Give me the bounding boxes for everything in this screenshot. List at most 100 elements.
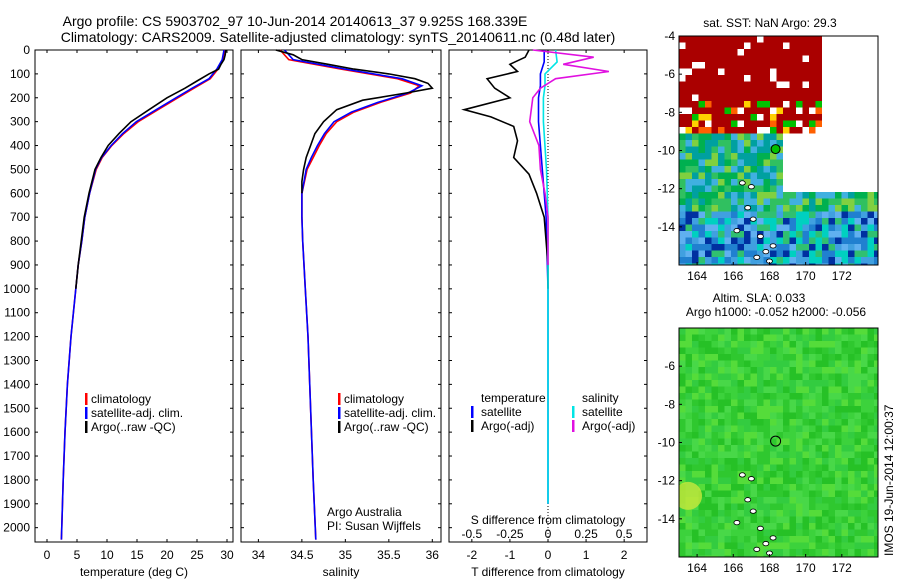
map-cell — [789, 185, 797, 193]
map-cell — [744, 107, 751, 115]
map-cell — [744, 166, 751, 173]
map-cell — [796, 341, 803, 348]
map-cell — [789, 237, 797, 245]
map-cell — [776, 516, 784, 524]
map-cell — [750, 211, 758, 219]
map-cell — [822, 101, 829, 108]
map-cell — [796, 503, 803, 511]
map-cell — [776, 328, 784, 335]
map-cell — [874, 36, 878, 43]
map-cell — [796, 179, 803, 186]
map-cell — [724, 458, 732, 465]
map-cell — [711, 555, 719, 557]
map-cell — [802, 224, 810, 232]
map-cell — [685, 393, 693, 400]
map-cell — [744, 510, 751, 517]
map-cell — [796, 237, 803, 245]
map-cell — [763, 172, 771, 180]
map-cell — [828, 490, 836, 498]
map-cell — [724, 120, 732, 128]
island-shape — [744, 205, 752, 211]
map-cell — [750, 127, 758, 134]
map-cell — [724, 55, 732, 63]
map-cell — [705, 120, 712, 128]
map-cell — [783, 159, 790, 167]
s-tick-label: -0.25 — [496, 527, 524, 541]
map-cell — [685, 192, 693, 199]
map-cell — [770, 542, 777, 550]
map-cell — [731, 360, 738, 368]
map-cell — [705, 114, 712, 121]
map-cell — [744, 153, 751, 160]
map-cell — [874, 536, 878, 543]
map-cell — [874, 373, 878, 381]
map-cell — [835, 445, 842, 452]
map-cell — [744, 360, 751, 368]
map-cell — [867, 166, 875, 173]
map-cell — [854, 250, 862, 258]
map-cell — [822, 536, 829, 543]
map-cell — [737, 406, 745, 413]
map-cell — [731, 55, 738, 63]
map-cell — [841, 412, 849, 420]
map-cell — [685, 237, 693, 245]
map-cell — [770, 159, 777, 167]
map-cell — [802, 367, 810, 374]
map-cell — [763, 153, 771, 160]
map-cell — [698, 354, 706, 361]
map-cell — [737, 432, 745, 439]
map-cell — [763, 88, 771, 95]
map-cell — [822, 490, 829, 498]
map-cell — [809, 360, 816, 368]
map-cell — [861, 458, 868, 465]
map-cell — [867, 542, 875, 550]
map-cell — [737, 484, 745, 491]
map-cell — [737, 328, 745, 335]
map-cell — [861, 503, 868, 511]
map-cell — [861, 107, 868, 115]
map-cell — [783, 380, 790, 387]
map-cell — [841, 516, 849, 524]
map-cell — [685, 153, 693, 160]
map-cell — [776, 94, 784, 102]
map-cell — [841, 529, 849, 537]
map-cell — [692, 425, 699, 433]
map-cell — [711, 107, 719, 115]
map-cell — [698, 529, 706, 537]
map-cell — [692, 536, 699, 543]
map-cell — [783, 393, 790, 400]
map-cell — [828, 373, 836, 381]
map-cell — [692, 237, 699, 245]
map-cell — [711, 224, 719, 232]
map-cell — [698, 263, 706, 265]
map-cell — [750, 75, 758, 82]
map-cell — [809, 263, 816, 265]
map-cell — [776, 101, 784, 108]
map-cell — [848, 549, 855, 556]
island-shape — [733, 228, 741, 234]
map-cell — [815, 140, 823, 147]
map-cell — [698, 120, 706, 128]
map-cell — [802, 425, 810, 433]
map-cell — [692, 341, 699, 348]
map-cell — [692, 198, 699, 206]
map-cell — [848, 451, 855, 459]
map-cell — [848, 127, 855, 134]
map-cell — [750, 529, 758, 537]
map-cell — [679, 198, 686, 206]
map-cell — [841, 250, 849, 258]
map-cell — [861, 536, 868, 543]
map-cell — [867, 334, 875, 342]
map-cell — [828, 360, 836, 368]
map-cell — [731, 68, 738, 76]
map-cell — [711, 172, 719, 180]
map-cell — [757, 516, 764, 524]
map-cell — [679, 360, 686, 368]
map-cell — [750, 412, 758, 420]
map-cell — [822, 192, 829, 199]
map-cell — [828, 81, 836, 89]
map-cell — [854, 55, 862, 63]
map-cell — [861, 490, 868, 498]
map-cell — [874, 380, 878, 387]
map-cell — [711, 529, 719, 537]
